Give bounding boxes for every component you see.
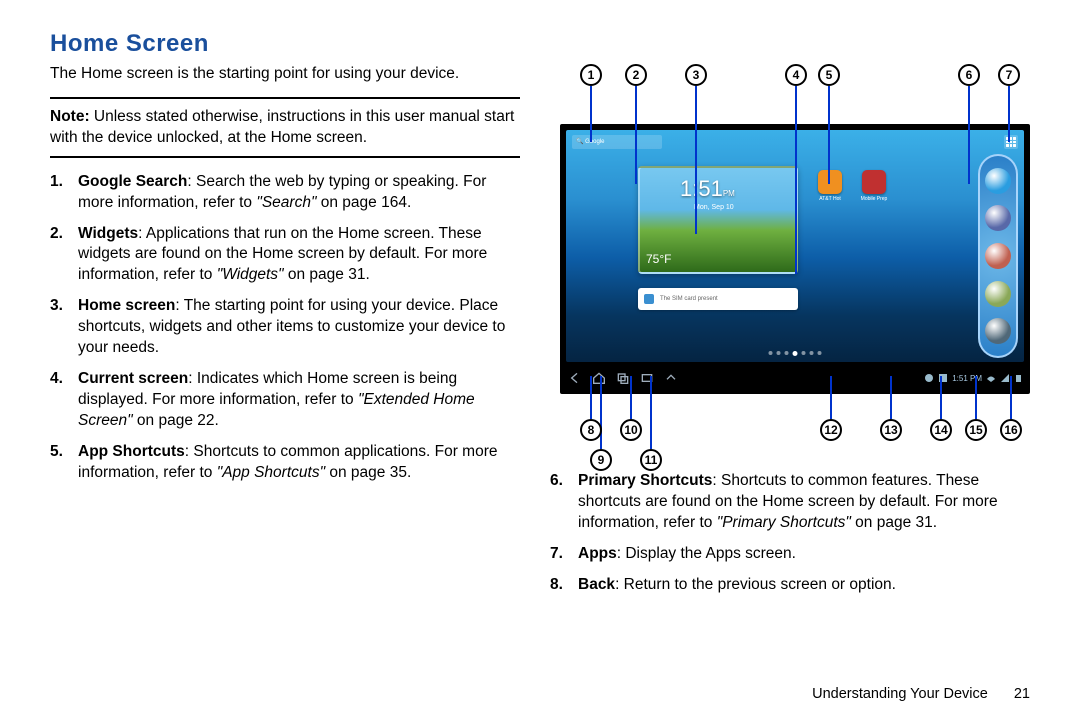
callout-16: 16 — [1000, 419, 1022, 441]
lead-line — [828, 86, 830, 184]
battery-icon — [1014, 373, 1024, 383]
dock-icon — [985, 243, 1011, 269]
status-icon — [924, 373, 934, 383]
feature-item: Apps: Display the Apps screen. — [578, 544, 1040, 565]
lead-line — [695, 86, 697, 234]
intro-text: The Home screen is the starting point fo… — [50, 64, 520, 83]
device-diagram: 1234567 🔍 Google 1:51PM Mon, Sep 10 75°F — [550, 64, 1040, 459]
lead-line — [635, 86, 637, 184]
dock-icon — [985, 318, 1011, 344]
feature-item: App Shortcuts: Shortcuts to common appli… — [78, 442, 520, 484]
app-shortcut-label: Mobile Prep — [854, 196, 894, 202]
feature-item: Current screen: Indicates which Home scr… — [78, 369, 520, 432]
lead-line — [890, 376, 892, 419]
home-icon — [590, 370, 608, 386]
lead-line — [590, 86, 592, 142]
note-block: Note: Unless stated otherwise, instructi… — [50, 97, 520, 157]
arrow-icon — [662, 370, 680, 386]
status-time: 1:51 PM — [952, 374, 982, 383]
note-label: Note: — [50, 108, 90, 125]
page-footer: Understanding Your Device 21 — [812, 686, 1030, 702]
apps-grid-icon — [1004, 135, 1018, 149]
callout-1: 1 — [580, 64, 602, 86]
callout-10: 10 — [620, 419, 642, 441]
dock-icon — [985, 168, 1011, 194]
callout-15: 15 — [965, 419, 987, 441]
note-text: Unless stated otherwise, instructions in… — [50, 108, 514, 145]
app-shortcut-icon — [862, 170, 886, 194]
callout-4: 4 — [785, 64, 807, 86]
lead-line — [830, 376, 832, 419]
left-column: The Home screen is the starting point fo… — [50, 64, 520, 606]
dock-icon — [985, 205, 1011, 231]
callout-6: 6 — [958, 64, 980, 86]
clock-time: 1:51PM — [680, 176, 735, 202]
feature-item: Home screen: The starting point for usin… — [78, 296, 520, 359]
app-shortcut-label: AT&T Hot — [810, 196, 850, 202]
back-icon — [566, 370, 584, 386]
small-widget: The SIM card present — [638, 288, 798, 310]
dock-icon — [985, 281, 1011, 307]
feature-item: Primary Shortcuts: Shortcuts to common f… — [578, 471, 1040, 534]
lead-line — [630, 376, 632, 419]
wifi-icon — [986, 373, 996, 383]
lead-line — [975, 376, 977, 419]
callout-11: 11 — [640, 449, 662, 471]
weather-temp: 75°F — [646, 252, 671, 266]
callout-7: 7 — [998, 64, 1020, 86]
google-search-bar: 🔍 Google — [572, 135, 662, 149]
lead-line — [1008, 86, 1010, 142]
feature-list-left: Google Search: Search the web by typing … — [50, 172, 520, 484]
lead-line — [650, 376, 652, 449]
callout-13: 13 — [880, 419, 902, 441]
system-navbar: 1:51 PM — [566, 366, 1024, 390]
callout-5: 5 — [818, 64, 840, 86]
signal-icon — [1000, 373, 1010, 383]
footer-section: Understanding Your Device — [812, 686, 988, 702]
page-indicator — [769, 351, 822, 356]
page-title: Home Screen — [50, 30, 1040, 58]
feature-item: Back: Return to the previous screen or o… — [578, 575, 1040, 596]
feature-list-right: Primary Shortcuts: Shortcuts to common f… — [550, 471, 1040, 596]
clock-weather-widget: 1:51PM Mon, Sep 10 75°F — [638, 166, 798, 274]
lead-line — [968, 86, 970, 184]
lead-line — [940, 376, 942, 419]
footer-page-number: 21 — [1014, 686, 1030, 702]
clock-date: Mon, Sep 10 — [694, 204, 734, 211]
right-column: 1234567 🔍 Google 1:51PM Mon, Sep 10 75°F — [550, 64, 1040, 606]
lead-line — [795, 86, 797, 274]
lead-line — [590, 376, 592, 419]
lead-line — [600, 376, 602, 449]
callout-12: 12 — [820, 419, 842, 441]
callout-9: 9 — [590, 449, 612, 471]
screenshot-icon — [638, 370, 656, 386]
primary-shortcuts-dock — [978, 154, 1018, 358]
callout-14: 14 — [930, 419, 952, 441]
callout-2: 2 — [625, 64, 647, 86]
lead-line — [1010, 376, 1012, 419]
feature-item: Widgets: Applications that run on the Ho… — [78, 224, 520, 287]
callout-3: 3 — [685, 64, 707, 86]
feature-item: Google Search: Search the web by typing … — [78, 172, 520, 214]
app-shortcut-icon — [818, 170, 842, 194]
callout-8: 8 — [580, 419, 602, 441]
